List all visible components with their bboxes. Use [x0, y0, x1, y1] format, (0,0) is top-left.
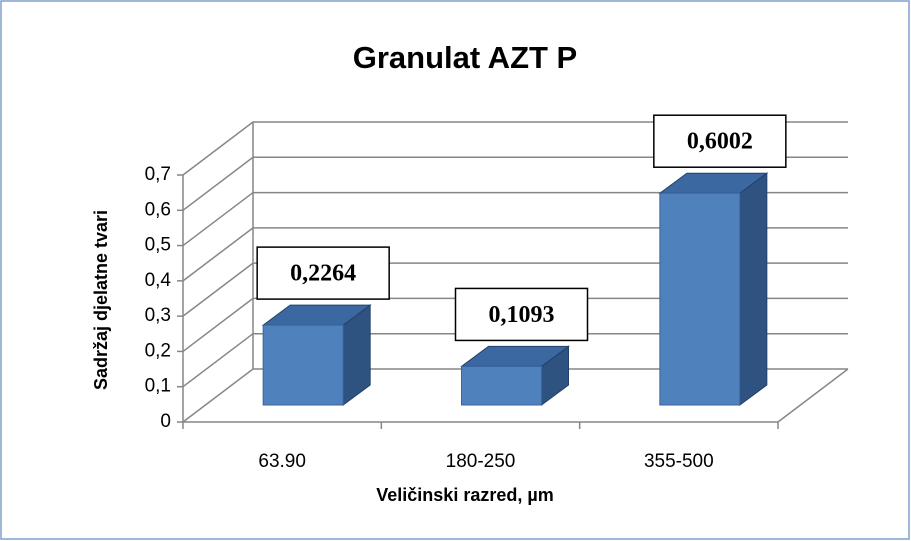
grid-line — [182, 191, 848, 247]
x-tick-label: 63.90 — [258, 451, 306, 472]
y-tick-label: 0 — [160, 411, 171, 432]
floor-edge — [777, 368, 849, 423]
bar — [461, 365, 542, 406]
grid-line — [182, 262, 848, 317]
y-tick-label: 0,6 — [145, 199, 171, 220]
y-tick-label: 0,5 — [145, 235, 171, 256]
grid-line — [182, 297, 848, 353]
bar — [262, 324, 344, 406]
value-label-box — [454, 287, 589, 342]
y-tick-label: 0,7 — [145, 164, 171, 185]
value-label: 0,6002 — [687, 129, 753, 155]
value-label-box — [653, 114, 787, 168]
x-tick-label: 180-250 — [446, 451, 516, 472]
value-label-box — [256, 246, 390, 300]
y-tick-label: 0,4 — [145, 270, 172, 291]
value-label: 0,2264 — [290, 261, 356, 287]
grid-line — [182, 332, 848, 388]
value-label: 0,1093 — [489, 302, 555, 328]
bar-side — [739, 172, 768, 406]
grid-line — [182, 156, 848, 211]
bar — [659, 192, 741, 406]
y-tick-label: 0,2 — [145, 340, 171, 361]
x-axis-label: Veličinski razred, µm — [376, 485, 553, 505]
y-tick-label: 0,3 — [145, 305, 171, 326]
grid-line — [182, 368, 848, 423]
y-tick-label: 0,1 — [145, 376, 171, 397]
grid-line — [182, 121, 848, 176]
chart-title: Granulat AZT P — [353, 40, 577, 75]
x-tick-label: 355-500 — [644, 451, 714, 472]
y-axis-label: Sadržaj djelatne tvari — [91, 210, 111, 390]
grid-line — [182, 227, 848, 282]
